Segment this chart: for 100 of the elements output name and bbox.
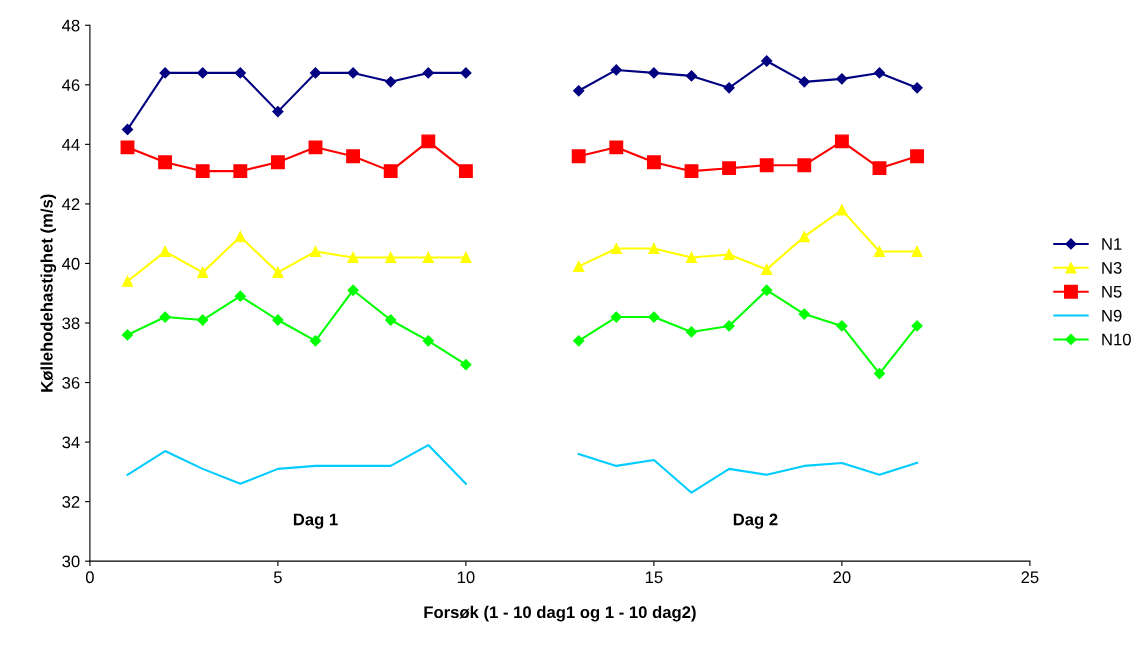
- x-tick-label: 10: [457, 571, 475, 584]
- point: [723, 248, 735, 261]
- point: [685, 251, 698, 264]
- point: [911, 320, 923, 332]
- legend-label: N1: [1102, 238, 1122, 250]
- point: [798, 308, 810, 320]
- point: [159, 67, 171, 79]
- point: [798, 76, 810, 88]
- point: [309, 67, 322, 79]
- point: [836, 204, 848, 216]
- legend-label: N5: [1102, 286, 1122, 298]
- point: [648, 67, 660, 79]
- y-tick-label: 36: [62, 376, 80, 389]
- point: [234, 231, 246, 243]
- point: [723, 320, 735, 332]
- y-tick-label: 34: [62, 436, 80, 449]
- point: [648, 243, 660, 255]
- point: [347, 251, 359, 264]
- point: [272, 314, 284, 326]
- point: [836, 73, 848, 85]
- point: [873, 367, 886, 380]
- point: [347, 284, 359, 296]
- point: [159, 311, 171, 323]
- point: [272, 106, 284, 118]
- annotation: Dag 2: [733, 513, 778, 529]
- point: [573, 335, 585, 347]
- point: [685, 326, 698, 338]
- y-tick-label: 46: [62, 79, 80, 92]
- point: [684, 164, 699, 179]
- point: [648, 311, 660, 323]
- point: [234, 290, 246, 302]
- point: [309, 245, 322, 258]
- x-tick-label: 5: [273, 571, 282, 584]
- point: [834, 134, 849, 149]
- point: [233, 164, 248, 179]
- y-tick-label: 48: [62, 19, 80, 32]
- point: [911, 82, 923, 94]
- legend-label: N10: [1102, 333, 1131, 346]
- point: [610, 243, 622, 255]
- point: [761, 263, 773, 275]
- point: [346, 149, 361, 164]
- point: [197, 266, 209, 278]
- point: [460, 251, 472, 264]
- y-tick-label: 40: [62, 257, 80, 270]
- point: [797, 158, 812, 173]
- y-axis-title: Køllehodehastighet (m/s): [40, 194, 57, 392]
- point: [873, 245, 886, 258]
- point: [385, 76, 397, 88]
- point: [610, 64, 622, 76]
- point: [195, 164, 210, 179]
- y-tick-label: 42: [62, 198, 80, 210]
- point: [873, 67, 886, 79]
- point: [761, 55, 773, 67]
- point: [309, 335, 322, 347]
- point: [910, 149, 925, 164]
- point: [121, 123, 134, 136]
- point: [573, 85, 585, 97]
- point: [836, 320, 848, 332]
- point: [723, 82, 735, 94]
- point: [458, 164, 473, 179]
- point: [308, 140, 323, 155]
- point: [158, 155, 173, 170]
- point: [234, 67, 246, 79]
- annotation: Dag 1: [293, 513, 338, 529]
- point: [685, 70, 698, 82]
- legend-label: N9: [1102, 309, 1122, 322]
- point: [422, 67, 434, 79]
- point: [270, 155, 285, 170]
- point: [383, 164, 398, 179]
- point: [421, 134, 436, 149]
- x-tick-label: 20: [833, 571, 851, 584]
- y-tick-label: 44: [62, 138, 80, 151]
- point: [609, 140, 624, 155]
- point: [722, 161, 737, 176]
- point: [646, 155, 661, 170]
- point: [571, 149, 586, 164]
- point: [272, 266, 284, 278]
- point: [121, 275, 134, 287]
- point: [759, 158, 774, 173]
- x-tick-label: 0: [85, 571, 94, 584]
- legend-label: N3: [1102, 262, 1122, 274]
- point: [761, 284, 773, 296]
- x-tick-label: 15: [645, 571, 663, 584]
- point: [610, 311, 622, 323]
- point: [159, 245, 171, 258]
- point: [798, 231, 810, 243]
- point: [197, 67, 209, 79]
- x-tick-label: 25: [1021, 571, 1039, 584]
- point: [197, 314, 209, 326]
- point: [911, 245, 923, 258]
- point: [422, 251, 434, 264]
- point: [121, 329, 134, 341]
- point: [385, 314, 397, 326]
- point: [385, 251, 397, 264]
- y-tick-label: 30: [62, 555, 80, 568]
- y-tick-label: 32: [62, 496, 80, 508]
- point: [120, 140, 135, 155]
- y-tick-label: 38: [62, 317, 80, 330]
- point: [872, 161, 887, 176]
- point: [460, 67, 472, 79]
